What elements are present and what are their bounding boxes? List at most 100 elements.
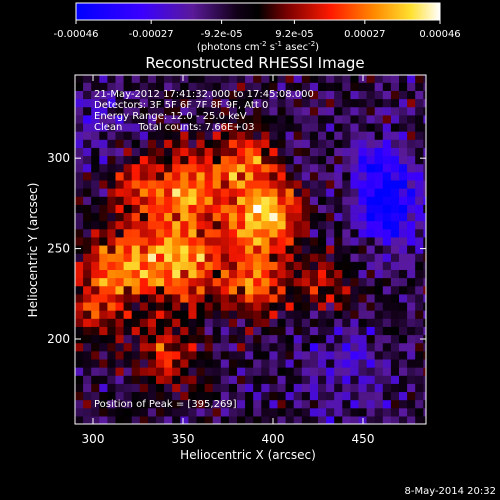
heatmap-cell: [220, 407, 230, 417]
heatmap-cell: [407, 90, 416, 100]
heatmap-cell: [172, 147, 181, 157]
heatmap-cell: [220, 196, 230, 205]
heatmap-cell: [139, 244, 149, 254]
heatmap-cell: [293, 326, 303, 336]
heatmap-cell: [220, 171, 230, 181]
heatmap-cell: [285, 131, 295, 140]
heatmap-cell: [220, 220, 230, 230]
heatmap-cell: [196, 375, 206, 384]
heatmap-cell: [83, 90, 92, 100]
heatmap-cell: [237, 383, 246, 393]
heatmap-cell: [407, 261, 416, 270]
heatmap-cell: [107, 375, 117, 384]
heatmap-cell: [269, 407, 279, 417]
heatmap-cell: [374, 155, 384, 165]
heatmap-cell: [164, 179, 173, 189]
heatmap-cell: [237, 342, 246, 352]
heatmap-cell: [399, 220, 408, 230]
heatmap-cell: [366, 204, 376, 214]
heatmap-cell: [293, 236, 303, 246]
heatmap-cell: [277, 301, 287, 311]
heatmap-cell: [196, 326, 206, 336]
heatmap-cell: [269, 293, 279, 303]
heatmap-cell: [99, 375, 108, 384]
heatmap-cell: [237, 269, 246, 279]
heatmap-cell: [91, 399, 100, 409]
heatmap-cell: [107, 188, 117, 197]
heatmap-cell: [277, 131, 287, 140]
heatmap-cell: [423, 244, 426, 254]
heatmap-cell: [415, 375, 424, 384]
heatmap-cell: [91, 367, 100, 376]
heatmap-cell: [358, 375, 368, 384]
heatmap-cell: [212, 204, 222, 214]
heatmap-cell: [285, 407, 295, 417]
heatmap-cell: [220, 326, 230, 336]
heatmap-cell: [164, 301, 173, 311]
heatmap-cell: [196, 155, 206, 165]
heatmap-cell: [172, 253, 181, 262]
heatmap-cell: [172, 244, 181, 254]
heatmap-cell: [220, 131, 230, 140]
heatmap-cell: [253, 383, 262, 393]
heatmap-cell: [99, 350, 108, 360]
heatmap-cell: [390, 293, 400, 303]
heatmap-cell: [269, 228, 279, 238]
heatmap-cell: [204, 131, 214, 140]
heatmap-cell: [407, 147, 416, 157]
heatmap-cell: [301, 204, 311, 214]
heatmap-cell: [83, 342, 92, 352]
heatmap-cell: [212, 163, 222, 173]
heatmap-cell: [358, 147, 368, 157]
heatmap-cell: [75, 188, 84, 197]
heatmap-cell: [293, 293, 303, 303]
heatmap-cell: [342, 342, 351, 352]
heatmap-cell: [366, 196, 376, 205]
heatmap-cell: [204, 196, 214, 205]
heatmap-cell: [228, 253, 238, 262]
heatmap-cell: [115, 122, 125, 132]
heatmap-cell: [293, 399, 303, 409]
heatmap-cell: [366, 277, 376, 287]
heatmap-cell: [156, 342, 165, 352]
heatmap-cell: [131, 415, 141, 424]
heatmap-cell: [75, 244, 84, 254]
heatmap-cell: [123, 285, 133, 295]
heatmap-cell: [107, 415, 117, 424]
heatmap-cell: [83, 358, 92, 368]
heatmap-cell: [147, 114, 157, 124]
heatmap-cell: [382, 293, 392, 303]
heatmap-cell: [99, 285, 108, 295]
heatmap-cell: [261, 228, 270, 238]
heatmap-cell: [374, 212, 384, 222]
heatmap-cell: [390, 122, 400, 132]
heatmap-cell: [220, 269, 230, 279]
heatmap-cell: [358, 155, 368, 165]
heatmap-cell: [318, 220, 327, 230]
heatmap-cell: [415, 415, 424, 424]
heatmap-cell: [131, 155, 141, 165]
heatmap-cell: [99, 253, 108, 262]
heatmap-cell: [204, 163, 214, 173]
heatmap-cell: [358, 98, 368, 108]
heatmap-cell: [342, 196, 351, 205]
heatmap-cell: [382, 399, 392, 409]
heatmap-cell: [358, 106, 368, 116]
heatmap-cell: [237, 163, 246, 173]
heatmap-cell: [196, 261, 206, 270]
heatmap-cell: [156, 301, 165, 311]
heatmap-cell: [228, 334, 238, 344]
heatmap-cell: [180, 367, 189, 376]
heatmap-cell: [123, 82, 133, 91]
heatmap-cell: [423, 131, 426, 140]
heatmap-cell: [318, 358, 327, 368]
heatmap-cell: [180, 131, 189, 140]
heatmap-cell: [277, 75, 287, 83]
heatmap-cell: [164, 285, 173, 295]
heatmap-cell: [399, 75, 408, 83]
heatmap-cell: [415, 106, 424, 116]
heatmap-cell: [212, 415, 222, 424]
heatmap-cell: [115, 391, 125, 401]
heatmap-cell: [204, 407, 214, 417]
heatmap-cell: [131, 253, 141, 262]
